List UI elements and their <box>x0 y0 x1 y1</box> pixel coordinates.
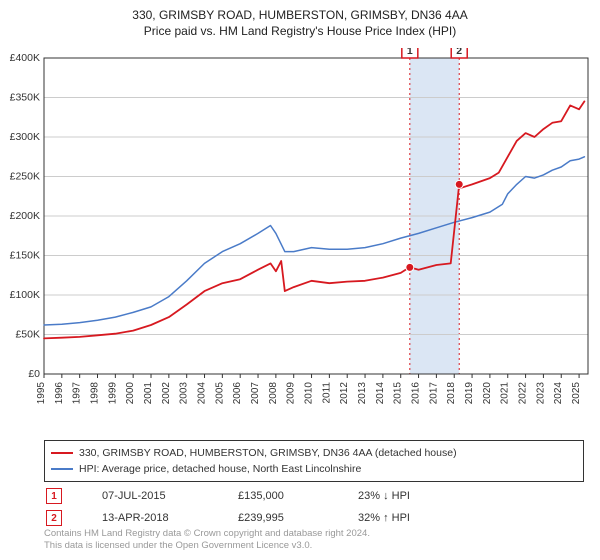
svg-text:2015: 2015 <box>393 382 404 405</box>
svg-text:£400K: £400K <box>10 52 40 64</box>
svg-text:1995: 1995 <box>36 382 47 405</box>
chart-svg: £0 £50K £100K £150K £200K £250K £300K £350K £400… <box>0 48 600 428</box>
svg-text:2007: 2007 <box>250 382 261 405</box>
svg-text:2025: 2025 <box>571 382 582 405</box>
legend-box: 330, GRIMSBY ROAD, HUMBERSTON, GRIMSBY, … <box>44 440 584 482</box>
sale-row: 1 07-JUL-2015 £135,000 23% ↓ HPI <box>44 488 584 504</box>
svg-text:£250K: £250K <box>10 171 40 183</box>
svg-text:2018: 2018 <box>446 382 457 405</box>
legend-label: 330, GRIMSBY ROAD, HUMBERSTON, GRIMSBY, … <box>79 447 457 459</box>
svg-text:£200K: £200K <box>10 210 40 222</box>
sale-delta: 32% ↑ HPI <box>358 512 410 524</box>
svg-text:£100K: £100K <box>10 289 40 301</box>
title-block: 330, GRIMSBY ROAD, HUMBERSTON, GRIMSBY, … <box>0 0 600 38</box>
svg-text:2020: 2020 <box>482 382 493 405</box>
svg-text:£50K: £50K <box>15 329 40 341</box>
legend-label: HPI: Average price, detached house, Nort… <box>79 463 361 475</box>
footer-attribution: Contains HM Land Registry data © Crown c… <box>44 528 370 553</box>
svg-text:2011: 2011 <box>321 382 332 404</box>
legend-swatch <box>51 468 73 470</box>
title-subtitle: Price paid vs. HM Land Registry's House … <box>0 24 600 38</box>
svg-text:2008: 2008 <box>268 382 279 405</box>
svg-text:2002: 2002 <box>161 382 172 405</box>
svg-text:2022: 2022 <box>518 382 529 405</box>
svg-text:2005: 2005 <box>214 382 225 405</box>
svg-text:2001: 2001 <box>143 382 154 405</box>
sale-delta: 23% ↓ HPI <box>358 490 410 502</box>
svg-text:2019: 2019 <box>464 382 475 405</box>
legend-row: 330, GRIMSBY ROAD, HUMBERSTON, GRIMSBY, … <box>51 445 577 461</box>
chart-container: 330, GRIMSBY ROAD, HUMBERSTON, GRIMSBY, … <box>0 0 600 560</box>
svg-text:2016: 2016 <box>411 382 422 405</box>
legend-block: 330, GRIMSBY ROAD, HUMBERSTON, GRIMSBY, … <box>44 440 584 526</box>
svg-text:2003: 2003 <box>179 382 190 405</box>
svg-text:2023: 2023 <box>535 382 546 405</box>
sale-marker: 1 <box>46 488 62 504</box>
svg-text:2014: 2014 <box>375 382 386 405</box>
legend-row: HPI: Average price, detached house, Nort… <box>51 461 577 477</box>
sales-block: 1 07-JUL-2015 £135,000 23% ↓ HPI 2 13-APR-201… <box>44 488 584 526</box>
sale-row: 2 13-APR-2018 £239,995 32% ↑ HPI <box>44 510 584 526</box>
footer-line1: Contains HM Land Registry data © Crown c… <box>44 528 370 540</box>
svg-text:2013: 2013 <box>357 382 368 405</box>
title-address: 330, GRIMSBY ROAD, HUMBERSTON, GRIMSBY, … <box>0 8 600 22</box>
svg-text:2000: 2000 <box>125 382 136 405</box>
svg-text:2024: 2024 <box>553 382 564 405</box>
svg-text:2: 2 <box>456 48 462 57</box>
svg-text:2021: 2021 <box>500 382 511 405</box>
svg-text:1999: 1999 <box>107 382 118 405</box>
svg-text:2004: 2004 <box>197 382 208 405</box>
svg-text:1997: 1997 <box>72 382 83 405</box>
svg-text:2009: 2009 <box>286 382 297 405</box>
svg-text:£350K: £350K <box>10 92 40 104</box>
sale-date: 13-APR-2018 <box>102 512 198 524</box>
svg-text:£150K: £150K <box>10 250 40 262</box>
svg-text:2017: 2017 <box>428 382 439 405</box>
sale-marker: 2 <box>46 510 62 526</box>
svg-text:1998: 1998 <box>90 382 101 405</box>
svg-text:2006: 2006 <box>232 382 243 405</box>
sale-date: 07-JUL-2015 <box>102 490 198 502</box>
svg-text:£0: £0 <box>28 368 40 380</box>
legend-swatch <box>51 452 73 454</box>
sale-price: £239,995 <box>238 512 318 524</box>
sale-price: £135,000 <box>238 490 318 502</box>
svg-text:1: 1 <box>407 48 413 57</box>
svg-text:2010: 2010 <box>304 382 315 405</box>
chart-plot: £0 £50K £100K £150K £200K £250K £300K £350K £400… <box>0 48 600 428</box>
svg-text:£300K: £300K <box>10 131 40 143</box>
footer-line2: This data is licensed under the Open Gov… <box>44 540 370 552</box>
svg-text:1996: 1996 <box>54 382 65 405</box>
svg-text:2012: 2012 <box>339 382 350 405</box>
